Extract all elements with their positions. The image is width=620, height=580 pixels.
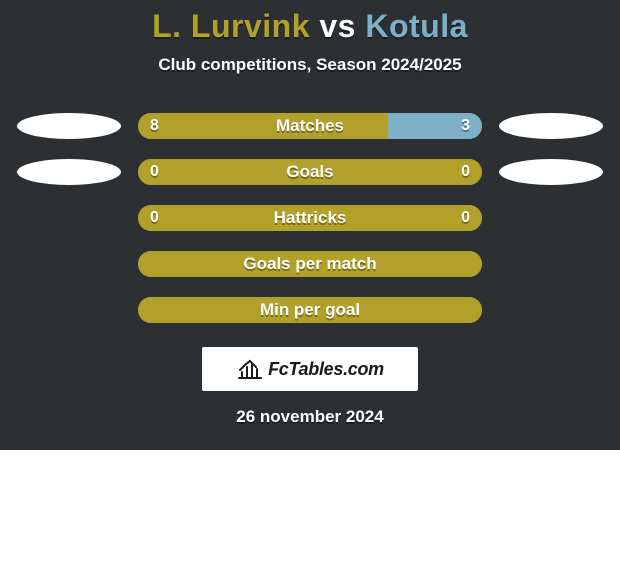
bar-chart-icon	[236, 358, 262, 380]
right-logo-slot	[496, 156, 606, 188]
stat-row: Goals per match	[0, 241, 620, 287]
stat-row: 00Goals	[0, 149, 620, 195]
footer-date: 26 november 2024	[0, 407, 620, 427]
stat-bar: Goals per match	[138, 251, 482, 277]
club-logo-placeholder	[499, 159, 603, 185]
right-logo-slot	[496, 202, 606, 234]
bar-fill-left	[138, 159, 482, 185]
bar-fill-left	[138, 297, 482, 323]
title-right-player: Kotula	[365, 8, 468, 44]
stat-row: Min per goal	[0, 287, 620, 333]
left-logo-slot	[14, 248, 124, 280]
left-logo-slot	[14, 202, 124, 234]
right-logo-slot	[496, 294, 606, 326]
title-left-player: L. Lurvink	[152, 8, 310, 44]
left-logo-slot	[14, 156, 124, 188]
stat-bar: 83Matches	[138, 113, 482, 139]
subtitle: Club competitions, Season 2024/2025	[0, 55, 620, 75]
left-logo-slot	[14, 294, 124, 326]
stat-row: 83Matches	[0, 103, 620, 149]
club-logo-placeholder	[17, 113, 121, 139]
card-content: L. Lurvink vs Kotula Club competitions, …	[0, 8, 620, 427]
comparison-card: L. Lurvink vs Kotula Club competitions, …	[0, 0, 620, 450]
title-vs: vs	[310, 8, 365, 44]
stat-row: 00Hattricks	[0, 195, 620, 241]
stat-bar: 00Hattricks	[138, 205, 482, 231]
stat-rows: 83Matches 00Goals 00Hattricks Goals per mat…	[0, 103, 620, 333]
bar-fill-right	[388, 113, 482, 139]
bar-fill-left	[138, 251, 482, 277]
right-logo-slot	[496, 110, 606, 142]
brand-text: FcTables.com	[268, 359, 384, 380]
bar-fill-left	[138, 113, 388, 139]
brand-box[interactable]: FcTables.com	[202, 347, 418, 391]
right-logo-slot	[496, 248, 606, 280]
stat-bar: 00Goals	[138, 159, 482, 185]
bar-fill-left	[138, 205, 482, 231]
club-logo-placeholder	[17, 159, 121, 185]
page-title: L. Lurvink vs Kotula	[0, 8, 620, 45]
club-logo-placeholder	[499, 113, 603, 139]
left-logo-slot	[14, 110, 124, 142]
stat-bar: Min per goal	[138, 297, 482, 323]
